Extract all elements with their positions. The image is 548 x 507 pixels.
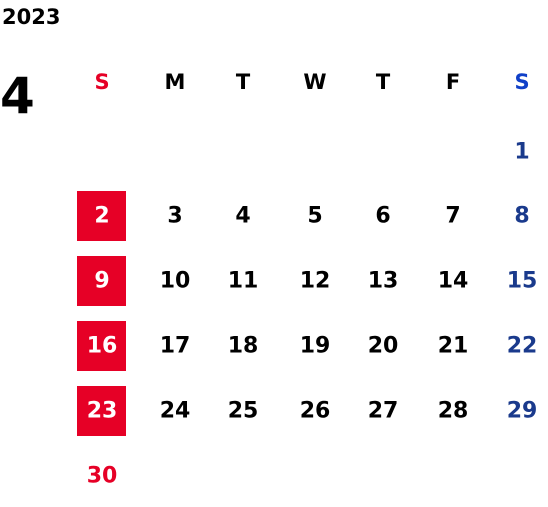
day-number: 15 (507, 269, 538, 294)
day-number: 12 (300, 269, 331, 294)
weekday-label: T (236, 70, 251, 94)
day-number: 27 (368, 399, 399, 424)
day-number: 17 (160, 334, 191, 359)
day-number: 26 (300, 399, 331, 424)
day-number: 13 (368, 269, 399, 294)
day-number: 11 (228, 269, 259, 294)
weekday-label: S (514, 70, 529, 94)
holiday-box (77, 191, 126, 241)
month: 4 (0, 67, 35, 125)
day-number: 29 (507, 399, 538, 424)
holiday-box (77, 386, 126, 436)
year: 2023 (2, 5, 60, 29)
day-number: 20 (368, 334, 399, 359)
holiday-box (77, 321, 126, 371)
weekday-label: F (446, 70, 460, 94)
holiday-box (77, 256, 126, 306)
day-number: 30 (87, 464, 118, 489)
day-number: 23 (87, 399, 118, 424)
day-number: 28 (438, 399, 469, 424)
day-number: 9 (94, 269, 109, 294)
day-number: 24 (160, 399, 191, 424)
day-number: 21 (438, 334, 469, 359)
day-number: 3 (167, 204, 182, 229)
weekday-label: M (165, 70, 186, 94)
weekday-label: T (376, 70, 391, 94)
day-number: 4 (235, 204, 250, 229)
day-number: 7 (445, 204, 460, 229)
day-number: 1 (514, 140, 529, 165)
day-number: 6 (375, 204, 390, 229)
day-number: 22 (507, 334, 538, 359)
day-number: 25 (228, 399, 259, 424)
day-number: 10 (160, 269, 191, 294)
day-number: 18 (228, 334, 259, 359)
day-number: 8 (514, 204, 529, 229)
day-number: 19 (300, 334, 331, 359)
day-number: 16 (87, 334, 118, 359)
weekday-label: S (94, 70, 109, 94)
weekday-label: W (303, 70, 326, 94)
day-number: 5 (307, 204, 322, 229)
day-number: 14 (438, 269, 469, 294)
day-number: 2 (94, 204, 109, 229)
